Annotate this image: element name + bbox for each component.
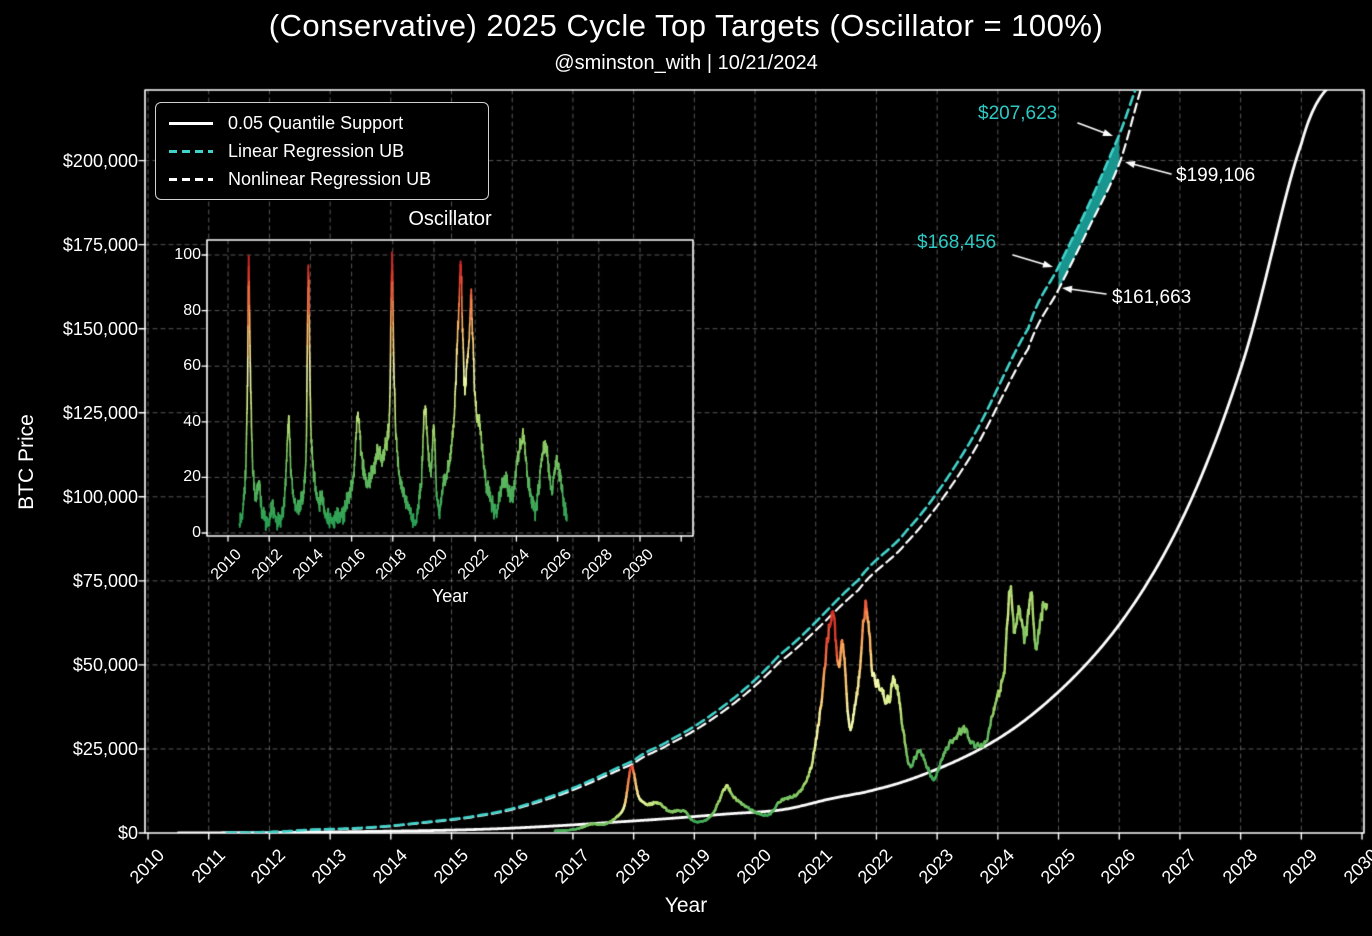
inset-title: Oscillator [408, 208, 492, 230]
inset-y-tick-label: 60 [183, 357, 201, 375]
chart-title: (Conservative) 2025 Cycle Top Targets (O… [268, 8, 1104, 43]
legend-label: Linear Regression UB [228, 140, 405, 161]
y-tick-label: $175,000 [62, 234, 138, 255]
y-tick-label: $0 [117, 823, 138, 843]
legend-line-dashed-white [169, 177, 213, 181]
inset-y-tick-label: 20 [183, 468, 201, 486]
legend-item-linear-regression-ub: Linear Regression UB [169, 138, 475, 164]
y-tick-label: $125,000 [62, 402, 138, 423]
y-tick-label: $200,000 [62, 150, 138, 171]
y-tick-label: $150,000 [62, 318, 138, 339]
y-tick-label: $50,000 [72, 654, 138, 675]
y-tick-label: $100,000 [62, 486, 138, 507]
legend-line-dashed-cyan [169, 149, 213, 153]
inset-y-tick-label: 80 [183, 301, 201, 319]
price-target-annotation: $168,456 [917, 232, 997, 253]
legend-line-solid-white [169, 121, 213, 125]
price-target-annotation: $207,623 [978, 103, 1058, 124]
chart-subtitle: @sminston_with | 10/21/2024 [554, 52, 818, 74]
y-tick-label: $75,000 [72, 570, 138, 591]
price-target-annotation: $199,106 [1176, 165, 1256, 186]
y-axis-label: BTC Price [15, 414, 38, 510]
x-axis-label: Year [664, 894, 708, 917]
legend-label: Nonlinear Regression UB [228, 168, 432, 189]
price-target-annotation: $161,663 [1112, 287, 1192, 308]
inset-y-tick-label: 100 [174, 246, 201, 263]
legend-label: 0.05 Quantile Support [228, 112, 404, 133]
legend-item-nonlinear-regression-ub: Nonlinear Regression UB [169, 166, 475, 192]
inset-y-tick-label: 40 [183, 412, 201, 430]
inset-x-axis-label: Year [431, 586, 469, 606]
inset-y-tick-label: 0 [192, 524, 201, 541]
y-tick-label: $25,000 [72, 738, 138, 759]
legend-item-quantile-support: 0.05 Quantile Support [169, 110, 475, 136]
legend: 0.05 Quantile Support Linear Regression … [155, 102, 489, 200]
